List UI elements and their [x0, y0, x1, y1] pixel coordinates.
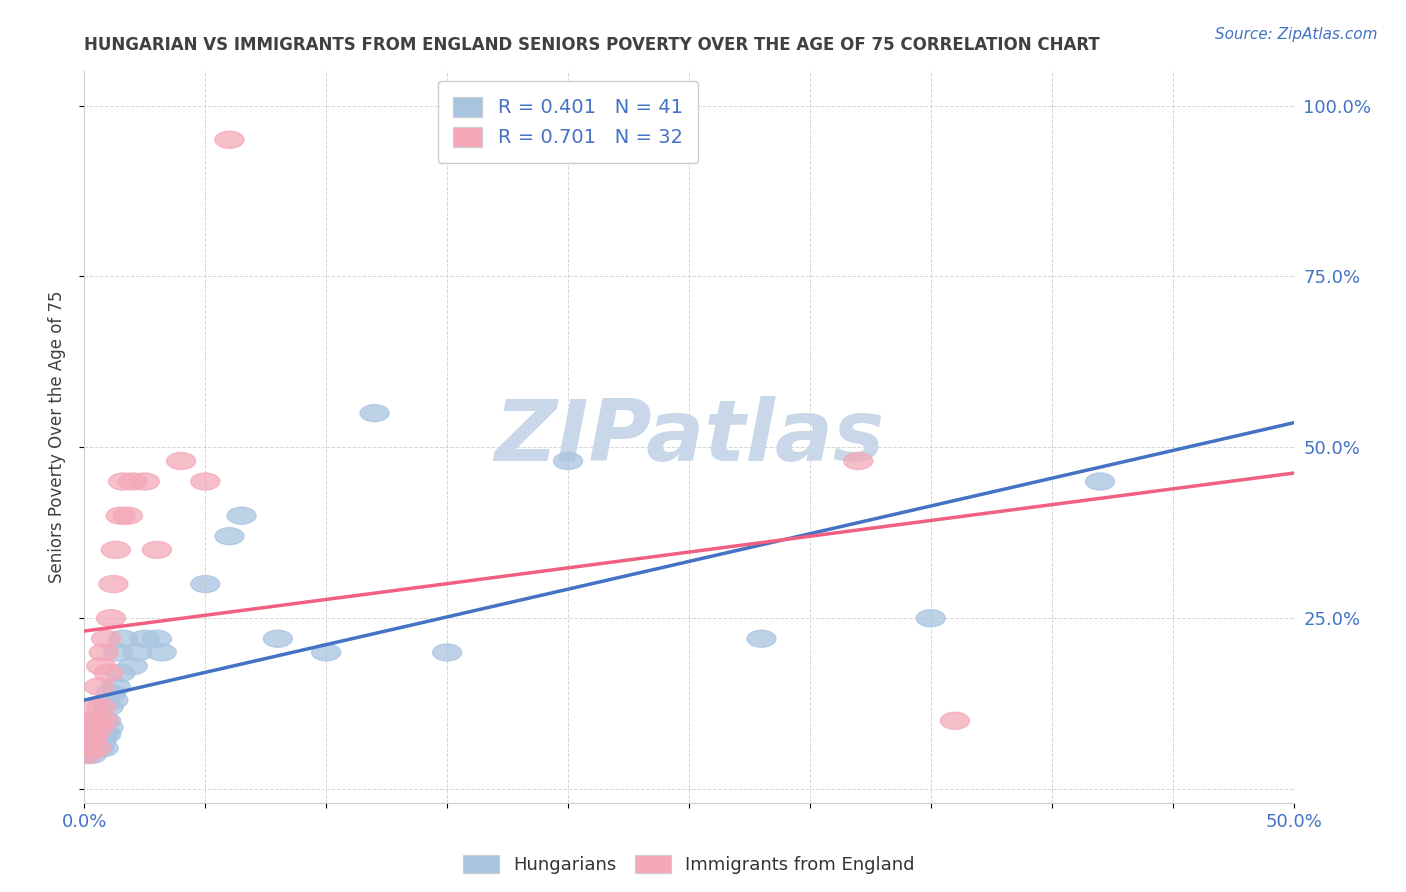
Ellipse shape	[84, 726, 114, 743]
Ellipse shape	[77, 732, 105, 750]
Ellipse shape	[82, 732, 111, 750]
Ellipse shape	[360, 405, 389, 422]
Ellipse shape	[77, 747, 105, 764]
Ellipse shape	[114, 508, 142, 524]
Ellipse shape	[105, 665, 135, 681]
Ellipse shape	[97, 685, 125, 702]
Ellipse shape	[131, 473, 159, 490]
Ellipse shape	[72, 747, 101, 764]
Ellipse shape	[91, 712, 121, 730]
Ellipse shape	[191, 575, 219, 592]
Ellipse shape	[917, 610, 945, 627]
Ellipse shape	[215, 528, 245, 545]
Ellipse shape	[98, 691, 128, 709]
Ellipse shape	[87, 719, 115, 736]
Ellipse shape	[105, 508, 135, 524]
Ellipse shape	[84, 739, 114, 756]
Ellipse shape	[554, 452, 582, 469]
Ellipse shape	[80, 739, 108, 756]
Ellipse shape	[75, 712, 104, 730]
Ellipse shape	[312, 644, 340, 661]
Ellipse shape	[87, 657, 115, 674]
Ellipse shape	[84, 719, 114, 736]
Ellipse shape	[89, 712, 118, 730]
Ellipse shape	[77, 719, 105, 736]
Ellipse shape	[131, 630, 159, 648]
Ellipse shape	[82, 712, 111, 730]
Ellipse shape	[94, 665, 124, 681]
Ellipse shape	[263, 630, 292, 648]
Ellipse shape	[75, 739, 104, 756]
Ellipse shape	[101, 678, 131, 695]
Ellipse shape	[142, 541, 172, 558]
Ellipse shape	[941, 712, 970, 730]
Ellipse shape	[75, 739, 104, 756]
Ellipse shape	[94, 698, 124, 715]
Ellipse shape	[124, 644, 152, 661]
Ellipse shape	[108, 473, 138, 490]
Ellipse shape	[101, 541, 131, 558]
Ellipse shape	[89, 644, 118, 661]
Ellipse shape	[91, 630, 121, 648]
Ellipse shape	[142, 630, 172, 648]
Ellipse shape	[84, 678, 114, 695]
Ellipse shape	[108, 630, 138, 648]
Ellipse shape	[75, 732, 104, 750]
Ellipse shape	[166, 452, 195, 469]
Ellipse shape	[104, 644, 132, 661]
Ellipse shape	[118, 473, 148, 490]
Text: HUNGARIAN VS IMMIGRANTS FROM ENGLAND SENIORS POVERTY OVER THE AGE OF 75 CORRELAT: HUNGARIAN VS IMMIGRANTS FROM ENGLAND SEN…	[84, 36, 1099, 54]
Ellipse shape	[94, 719, 124, 736]
Ellipse shape	[87, 732, 115, 750]
Ellipse shape	[82, 739, 111, 756]
Ellipse shape	[82, 712, 111, 730]
Ellipse shape	[91, 726, 121, 743]
Ellipse shape	[97, 610, 125, 627]
Ellipse shape	[747, 630, 776, 648]
Ellipse shape	[118, 657, 148, 674]
Ellipse shape	[89, 739, 118, 756]
Ellipse shape	[844, 452, 873, 469]
Ellipse shape	[80, 698, 108, 715]
Ellipse shape	[72, 747, 101, 764]
Ellipse shape	[148, 644, 176, 661]
Ellipse shape	[433, 644, 461, 661]
Legend: Hungarians, Immigrants from England: Hungarians, Immigrants from England	[456, 847, 922, 881]
Text: ZIPatlas: ZIPatlas	[494, 395, 884, 479]
Ellipse shape	[1085, 473, 1115, 490]
Ellipse shape	[191, 473, 219, 490]
Ellipse shape	[72, 726, 101, 743]
Y-axis label: Seniors Poverty Over the Age of 75: Seniors Poverty Over the Age of 75	[48, 291, 66, 583]
Ellipse shape	[98, 575, 128, 592]
Ellipse shape	[89, 726, 118, 743]
Ellipse shape	[80, 726, 108, 743]
Ellipse shape	[77, 726, 105, 743]
Ellipse shape	[80, 726, 108, 743]
Ellipse shape	[226, 508, 256, 524]
Ellipse shape	[215, 131, 245, 148]
Ellipse shape	[87, 698, 115, 715]
Text: Source: ZipAtlas.com: Source: ZipAtlas.com	[1215, 27, 1378, 42]
